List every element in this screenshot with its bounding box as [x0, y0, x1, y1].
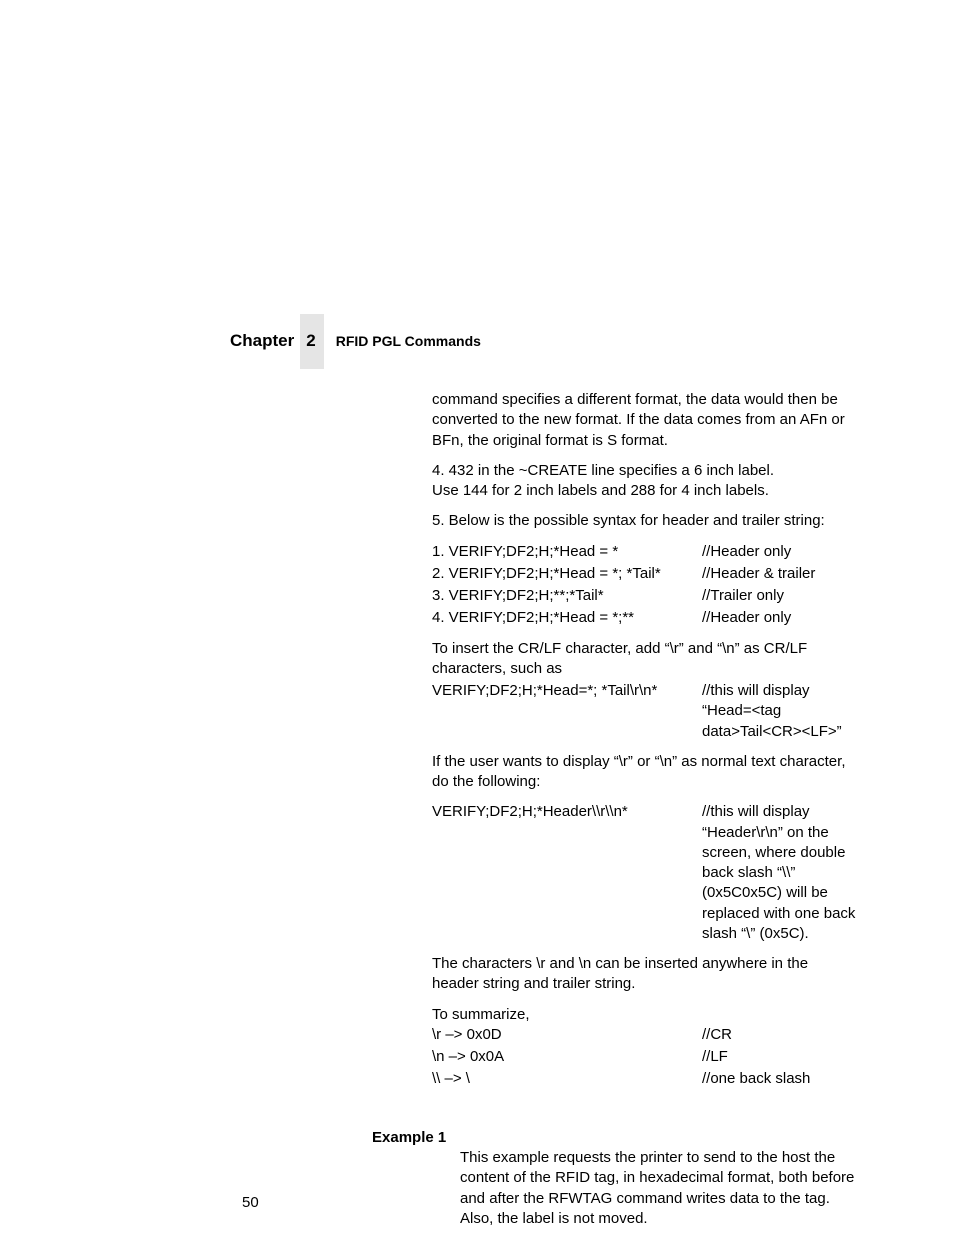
syntax-row: 1. VERIFY;DF2;H;*Head = * //Header only	[432, 542, 857, 562]
text-line: 4. 432 in the ~CREATE line specifies a 6…	[432, 461, 857, 481]
page: Chapter 2 RFID PGL Commands command spec…	[0, 0, 954, 1235]
summary-right: //one back slash	[702, 1069, 857, 1089]
syntax-right: //Header only	[702, 542, 857, 562]
paragraph: The characters \r and \n can be inserted…	[432, 954, 857, 995]
example-text: This example requests the printer to sen…	[460, 1148, 860, 1229]
syntax-row: 2. VERIFY;DF2;H;*Head = *; *Tail* //Head…	[432, 564, 857, 584]
summary-left: \n –> 0x0A	[432, 1047, 702, 1067]
text-line: To insert the CR/LF character, add “\r” …	[432, 639, 857, 680]
example-row: VERIFY;DF2;H;*Header\\r\\n* //this will …	[432, 802, 857, 944]
paragraph: If the user wants to display “\r” or “\n…	[432, 752, 857, 793]
summary-left: \\ –> \	[432, 1069, 702, 1089]
syntax-list: 1. VERIFY;DF2;H;*Head = * //Header only …	[432, 542, 857, 629]
summary-row: \\ –> \ //one back slash	[432, 1069, 857, 1089]
summary-row: \r –> 0x0D //CR	[432, 1025, 857, 1045]
paragraph: 5. Below is the possible syntax for head…	[432, 511, 857, 531]
syntax-right: //Header & trailer	[702, 564, 857, 584]
page-number: 50	[242, 1193, 259, 1213]
summary-left: \r –> 0x0D	[432, 1025, 702, 1045]
summary-block: To summarize, \r –> 0x0D //CR \n –> 0x0A…	[432, 1005, 857, 1090]
paragraph: 4. 432 in the ~CREATE line specifies a 6…	[432, 461, 857, 502]
syntax-right: //Trailer only	[702, 586, 857, 606]
syntax-left: 3. VERIFY;DF2;H;**;*Tail*	[432, 586, 702, 606]
summary-right: //LF	[702, 1047, 857, 1067]
paragraph: To insert the CR/LF character, add “\r” …	[432, 639, 857, 742]
example-row: VERIFY;DF2;H;*Head=*; *Tail\r\n* //this …	[432, 681, 857, 742]
example-left: VERIFY;DF2;H;*Header\\r\\n*	[432, 802, 702, 944]
syntax-left: 2. VERIFY;DF2;H;*Head = *; *Tail*	[432, 564, 702, 584]
example-left: VERIFY;DF2;H;*Head=*; *Tail\r\n*	[432, 681, 702, 742]
chapter-subtitle: RFID PGL Commands	[336, 332, 481, 351]
paragraph: command specifies a different format, th…	[432, 390, 857, 451]
chapter-word: Chapter	[230, 330, 294, 353]
chapter-num-box: 2	[300, 314, 323, 369]
syntax-right: //Header only	[702, 608, 857, 628]
example-right: //this will display “Head=<tag data>Tail…	[702, 681, 857, 742]
summary-row: \n –> 0x0A //LF	[432, 1047, 857, 1067]
example-heading: Example 1	[372, 1128, 446, 1148]
summary-title: To summarize,	[432, 1005, 857, 1025]
syntax-row: 4. VERIFY;DF2;H;*Head = *;** //Header on…	[432, 608, 857, 628]
syntax-left: 1. VERIFY;DF2;H;*Head = *	[432, 542, 702, 562]
main-content: command specifies a different format, th…	[432, 390, 857, 1100]
chapter-header: Chapter 2 RFID PGL Commands	[230, 330, 481, 353]
summary-right: //CR	[702, 1025, 857, 1045]
chapter-number: 2	[306, 331, 315, 350]
syntax-left: 4. VERIFY;DF2;H;*Head = *;**	[432, 608, 702, 628]
text-line: Use 144 for 2 inch labels and 288 for 4 …	[432, 481, 857, 501]
example-right: //this will display “Header\r\n” on the …	[702, 802, 857, 944]
syntax-row: 3. VERIFY;DF2;H;**;*Tail* //Trailer only	[432, 586, 857, 606]
